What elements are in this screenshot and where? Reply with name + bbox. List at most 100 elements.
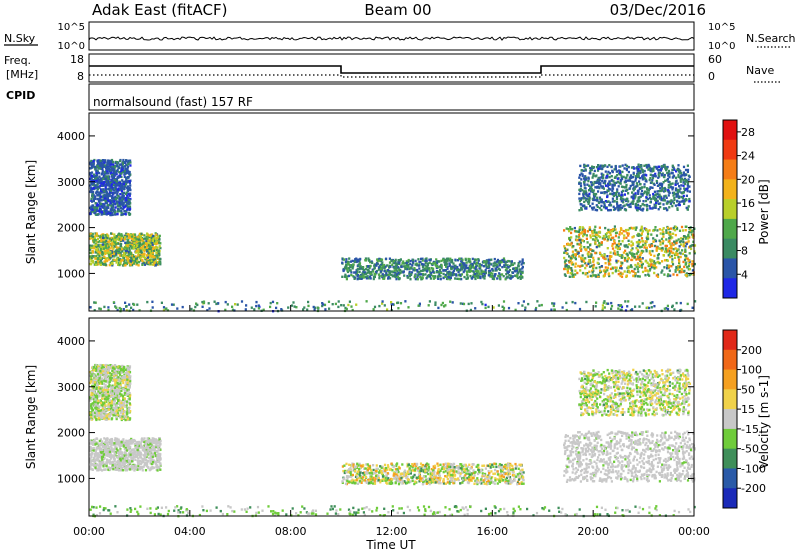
scatter-cell [597, 181, 600, 184]
scatter-cell [378, 259, 382, 262]
scatter-cell [110, 250, 113, 253]
scatter-cell [139, 249, 142, 252]
scatter-cell [665, 238, 668, 241]
scatter-cell [628, 265, 631, 268]
scatter-cell [102, 159, 105, 162]
scatter-cell [509, 274, 513, 277]
scatter-cell [419, 269, 422, 273]
scatter-cell [667, 254, 670, 257]
scatter-cell [93, 263, 96, 266]
scatter-cell [495, 260, 499, 263]
scatter-cell [577, 251, 580, 255]
scatter-cell [643, 169, 646, 173]
scatter-cell [403, 274, 406, 277]
scatter-cell [106, 259, 109, 263]
scatter-cell [614, 270, 617, 273]
scatter-cell [636, 255, 639, 258]
scatter-cell [666, 304, 669, 308]
scatter-cell [108, 255, 111, 258]
scatter-cell [113, 203, 116, 206]
scatter-cell [649, 186, 652, 189]
scatter-cell [588, 226, 591, 229]
scatter-cell [662, 197, 665, 200]
scatter-cell [117, 183, 121, 186]
scatter-cell [126, 185, 130, 188]
scatter-cell [391, 263, 394, 266]
scatter-cell [611, 192, 614, 196]
scatter-cell [102, 182, 105, 185]
scatter-cell [120, 211, 123, 214]
scatter-cell [630, 166, 634, 169]
scatter-cell [662, 181, 665, 184]
scatter-cell [674, 225, 677, 229]
scatter-cell [508, 269, 512, 272]
scatter-cell [105, 196, 109, 199]
scatter-cell [652, 229, 655, 232]
scatter-cell [583, 260, 586, 263]
scatter-cell [667, 265, 671, 269]
scatter-cell [362, 268, 365, 272]
scatter-cell [596, 244, 599, 247]
scatter-cell [679, 255, 682, 259]
scatter-cell [120, 175, 123, 179]
scatter-cell [492, 262, 495, 265]
scatter-cell [575, 239, 578, 242]
scatter-cell [407, 265, 410, 269]
scatter-cell [657, 173, 660, 176]
scatter-cell [678, 251, 681, 254]
scatter-cell [89, 190, 92, 193]
scatter-cell [674, 269, 677, 272]
scatter-cell [106, 243, 109, 246]
scatter-cell [426, 275, 429, 279]
scatter-cell [664, 167, 667, 170]
scatter-cell [465, 261, 468, 264]
scatter-cell [104, 259, 107, 262]
scatter-cell [369, 264, 372, 268]
scatter-cell [630, 176, 633, 179]
scatter-cell [639, 205, 642, 208]
scatter-cell [234, 303, 237, 306]
scatter-cell [676, 208, 679, 211]
scatter-cell [129, 259, 132, 263]
scatter-cell [137, 238, 140, 241]
scatter-cell [647, 270, 650, 273]
scatter-cell [603, 274, 606, 277]
scatter-cell [104, 197, 107, 201]
scatter-cell [113, 235, 116, 239]
scatter-cell [105, 233, 109, 236]
scatter-cell [307, 304, 310, 308]
scatter-cell [564, 263, 567, 266]
scatter-cell [579, 164, 582, 168]
scatter-cell [89, 232, 92, 236]
scatter-cell [148, 250, 151, 253]
scatter-cell [649, 176, 652, 180]
scatter-cell [116, 246, 119, 250]
scatter-cell [94, 263, 98, 266]
scatter-cell [115, 180, 118, 183]
scatter-cell [619, 204, 622, 207]
scatter-cell [125, 198, 128, 202]
scatter-cell [568, 261, 571, 264]
scatter-cell [640, 245, 643, 248]
scatter-cell [430, 262, 433, 266]
scatter-cell [611, 242, 614, 246]
scatter-cell [623, 186, 627, 189]
scatter-cell [127, 206, 130, 209]
scatter-cell [158, 237, 161, 240]
scatter-cell [603, 300, 606, 303]
scatter-cell [584, 178, 587, 181]
scatter-cell [516, 273, 519, 276]
scatter-cell [418, 270, 421, 274]
scatter-cell [665, 244, 668, 248]
scatter-cell [445, 263, 448, 266]
scatter-cell [419, 260, 422, 264]
power-frame [88, 112, 695, 312]
scatter-cell [637, 262, 640, 266]
scatter-cell [149, 242, 152, 246]
scatter-cell [655, 249, 658, 252]
scatter-cell [107, 172, 110, 175]
scatter-cell [592, 269, 595, 272]
scatter-cell [126, 176, 129, 179]
scatter-cell [589, 248, 592, 251]
colorbar-swatch [723, 238, 737, 259]
